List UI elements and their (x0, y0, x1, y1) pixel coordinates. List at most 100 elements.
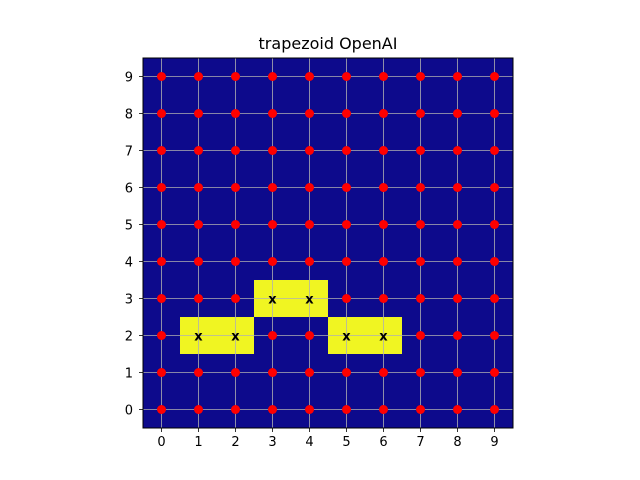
grid-point-0-1 (157, 368, 166, 377)
grid-point-6-3 (379, 294, 388, 303)
x-tick-label-0: 0 (157, 435, 165, 450)
grid-point-4-1 (305, 368, 314, 377)
grid-point-5-0 (342, 405, 351, 414)
y-tick-label-4: 4 (125, 256, 133, 271)
grid-point-6-8 (379, 109, 388, 118)
grid-point-6-4 (379, 257, 388, 266)
grid-point-9-1 (490, 368, 499, 377)
grid-point-2-0 (231, 405, 240, 414)
grid-point-3-6 (268, 183, 277, 192)
grid-point-0-2 (157, 331, 166, 340)
grid-point-8-7 (453, 146, 462, 155)
y-tick-label-6: 6 (125, 182, 133, 197)
x-tick-label-7: 7 (416, 435, 424, 450)
grid-point-0-8 (157, 109, 166, 118)
cell-label-0: x (194, 330, 203, 345)
grid-points (157, 72, 499, 414)
grid-point-1-8 (194, 109, 203, 118)
grid-point-5-5 (342, 220, 351, 229)
grid-point-5-9 (342, 72, 351, 81)
grid-point-8-0 (453, 405, 462, 414)
grid-point-1-7 (194, 146, 203, 155)
grid-point-6-0 (379, 405, 388, 414)
grid-point-5-7 (342, 146, 351, 155)
grid-point-3-2 (268, 331, 277, 340)
grid-point-3-0 (268, 405, 277, 414)
y-tick-label-9: 9 (125, 71, 133, 86)
grid-point-7-3 (416, 294, 425, 303)
grid-point-6-9 (379, 72, 388, 81)
x-tick-label-4: 4 (305, 435, 313, 450)
grid-point-3-9 (268, 72, 277, 81)
grid-point-6-6 (379, 183, 388, 192)
grid-point-4-5 (305, 220, 314, 229)
grid-point-8-2 (453, 331, 462, 340)
grid-point-3-5 (268, 220, 277, 229)
grid-point-7-1 (416, 368, 425, 377)
grid-point-2-3 (231, 294, 240, 303)
grid-point-5-6 (342, 183, 351, 192)
grid-point-0-3 (157, 294, 166, 303)
grid-point-2-1 (231, 368, 240, 377)
grid-point-0-6 (157, 183, 166, 192)
grid-point-4-8 (305, 109, 314, 118)
x-tick-label-5: 5 (342, 435, 350, 450)
x-axis: 0 1 2 3 4 5 6 7 8 9 (157, 428, 499, 450)
grid-point-1-5 (194, 220, 203, 229)
grid-point-0-7 (157, 146, 166, 155)
grid-point-3-8 (268, 109, 277, 118)
grid-point-4-6 (305, 183, 314, 192)
grid-point-9-2 (490, 331, 499, 340)
grid-point-4-4 (305, 257, 314, 266)
cell-label-2: x (268, 293, 277, 308)
grid-point-0-9 (157, 72, 166, 81)
grid-point-2-4 (231, 257, 240, 266)
grid-point-1-9 (194, 72, 203, 81)
grid-point-5-8 (342, 109, 351, 118)
x-tick-label-9: 9 (490, 435, 498, 450)
x-tick-label-2: 2 (231, 435, 239, 450)
cell-label-1: x (231, 330, 240, 345)
grid-point-2-6 (231, 183, 240, 192)
grid-point-3-4 (268, 257, 277, 266)
cell-label-4: x (342, 330, 351, 345)
grid-point-9-3 (490, 294, 499, 303)
y-tick-label-1: 1 (125, 367, 133, 382)
grid-point-5-3 (342, 294, 351, 303)
x-tick-label-3: 3 (268, 435, 276, 450)
grid-point-9-6 (490, 183, 499, 192)
grid-point-5-4 (342, 257, 351, 266)
grid-point-3-1 (268, 368, 277, 377)
grid-point-4-7 (305, 146, 314, 155)
grid-point-9-4 (490, 257, 499, 266)
grid-point-9-0 (490, 405, 499, 414)
plot-area (143, 58, 513, 428)
grid-point-9-7 (490, 146, 499, 155)
y-tick-label-5: 5 (125, 219, 133, 234)
grid-point-9-8 (490, 109, 499, 118)
grid-point-6-7 (379, 146, 388, 155)
y-tick-label-3: 3 (125, 293, 133, 308)
grid-point-2-7 (231, 146, 240, 155)
grid-point-6-1 (379, 368, 388, 377)
grid-point-1-4 (194, 257, 203, 266)
grid-point-2-8 (231, 109, 240, 118)
grid-point-1-0 (194, 405, 203, 414)
grid-point-1-6 (194, 183, 203, 192)
plot-frame (142, 57, 514, 429)
grid-point-8-1 (453, 368, 462, 377)
grid-point-0-0 (157, 405, 166, 414)
grid-point-0-4 (157, 257, 166, 266)
grid-point-0-5 (157, 220, 166, 229)
grid-point-2-5 (231, 220, 240, 229)
grid-point-8-4 (453, 257, 462, 266)
grid-point-7-5 (416, 220, 425, 229)
grid-point-8-5 (453, 220, 462, 229)
x-tick-label-1: 1 (194, 435, 202, 450)
grid-point-4-0 (305, 405, 314, 414)
grid-point-7-0 (416, 405, 425, 414)
grid-point-7-4 (416, 257, 425, 266)
y-tick-label-7: 7 (125, 145, 133, 160)
cell-label-3: x (305, 293, 314, 308)
